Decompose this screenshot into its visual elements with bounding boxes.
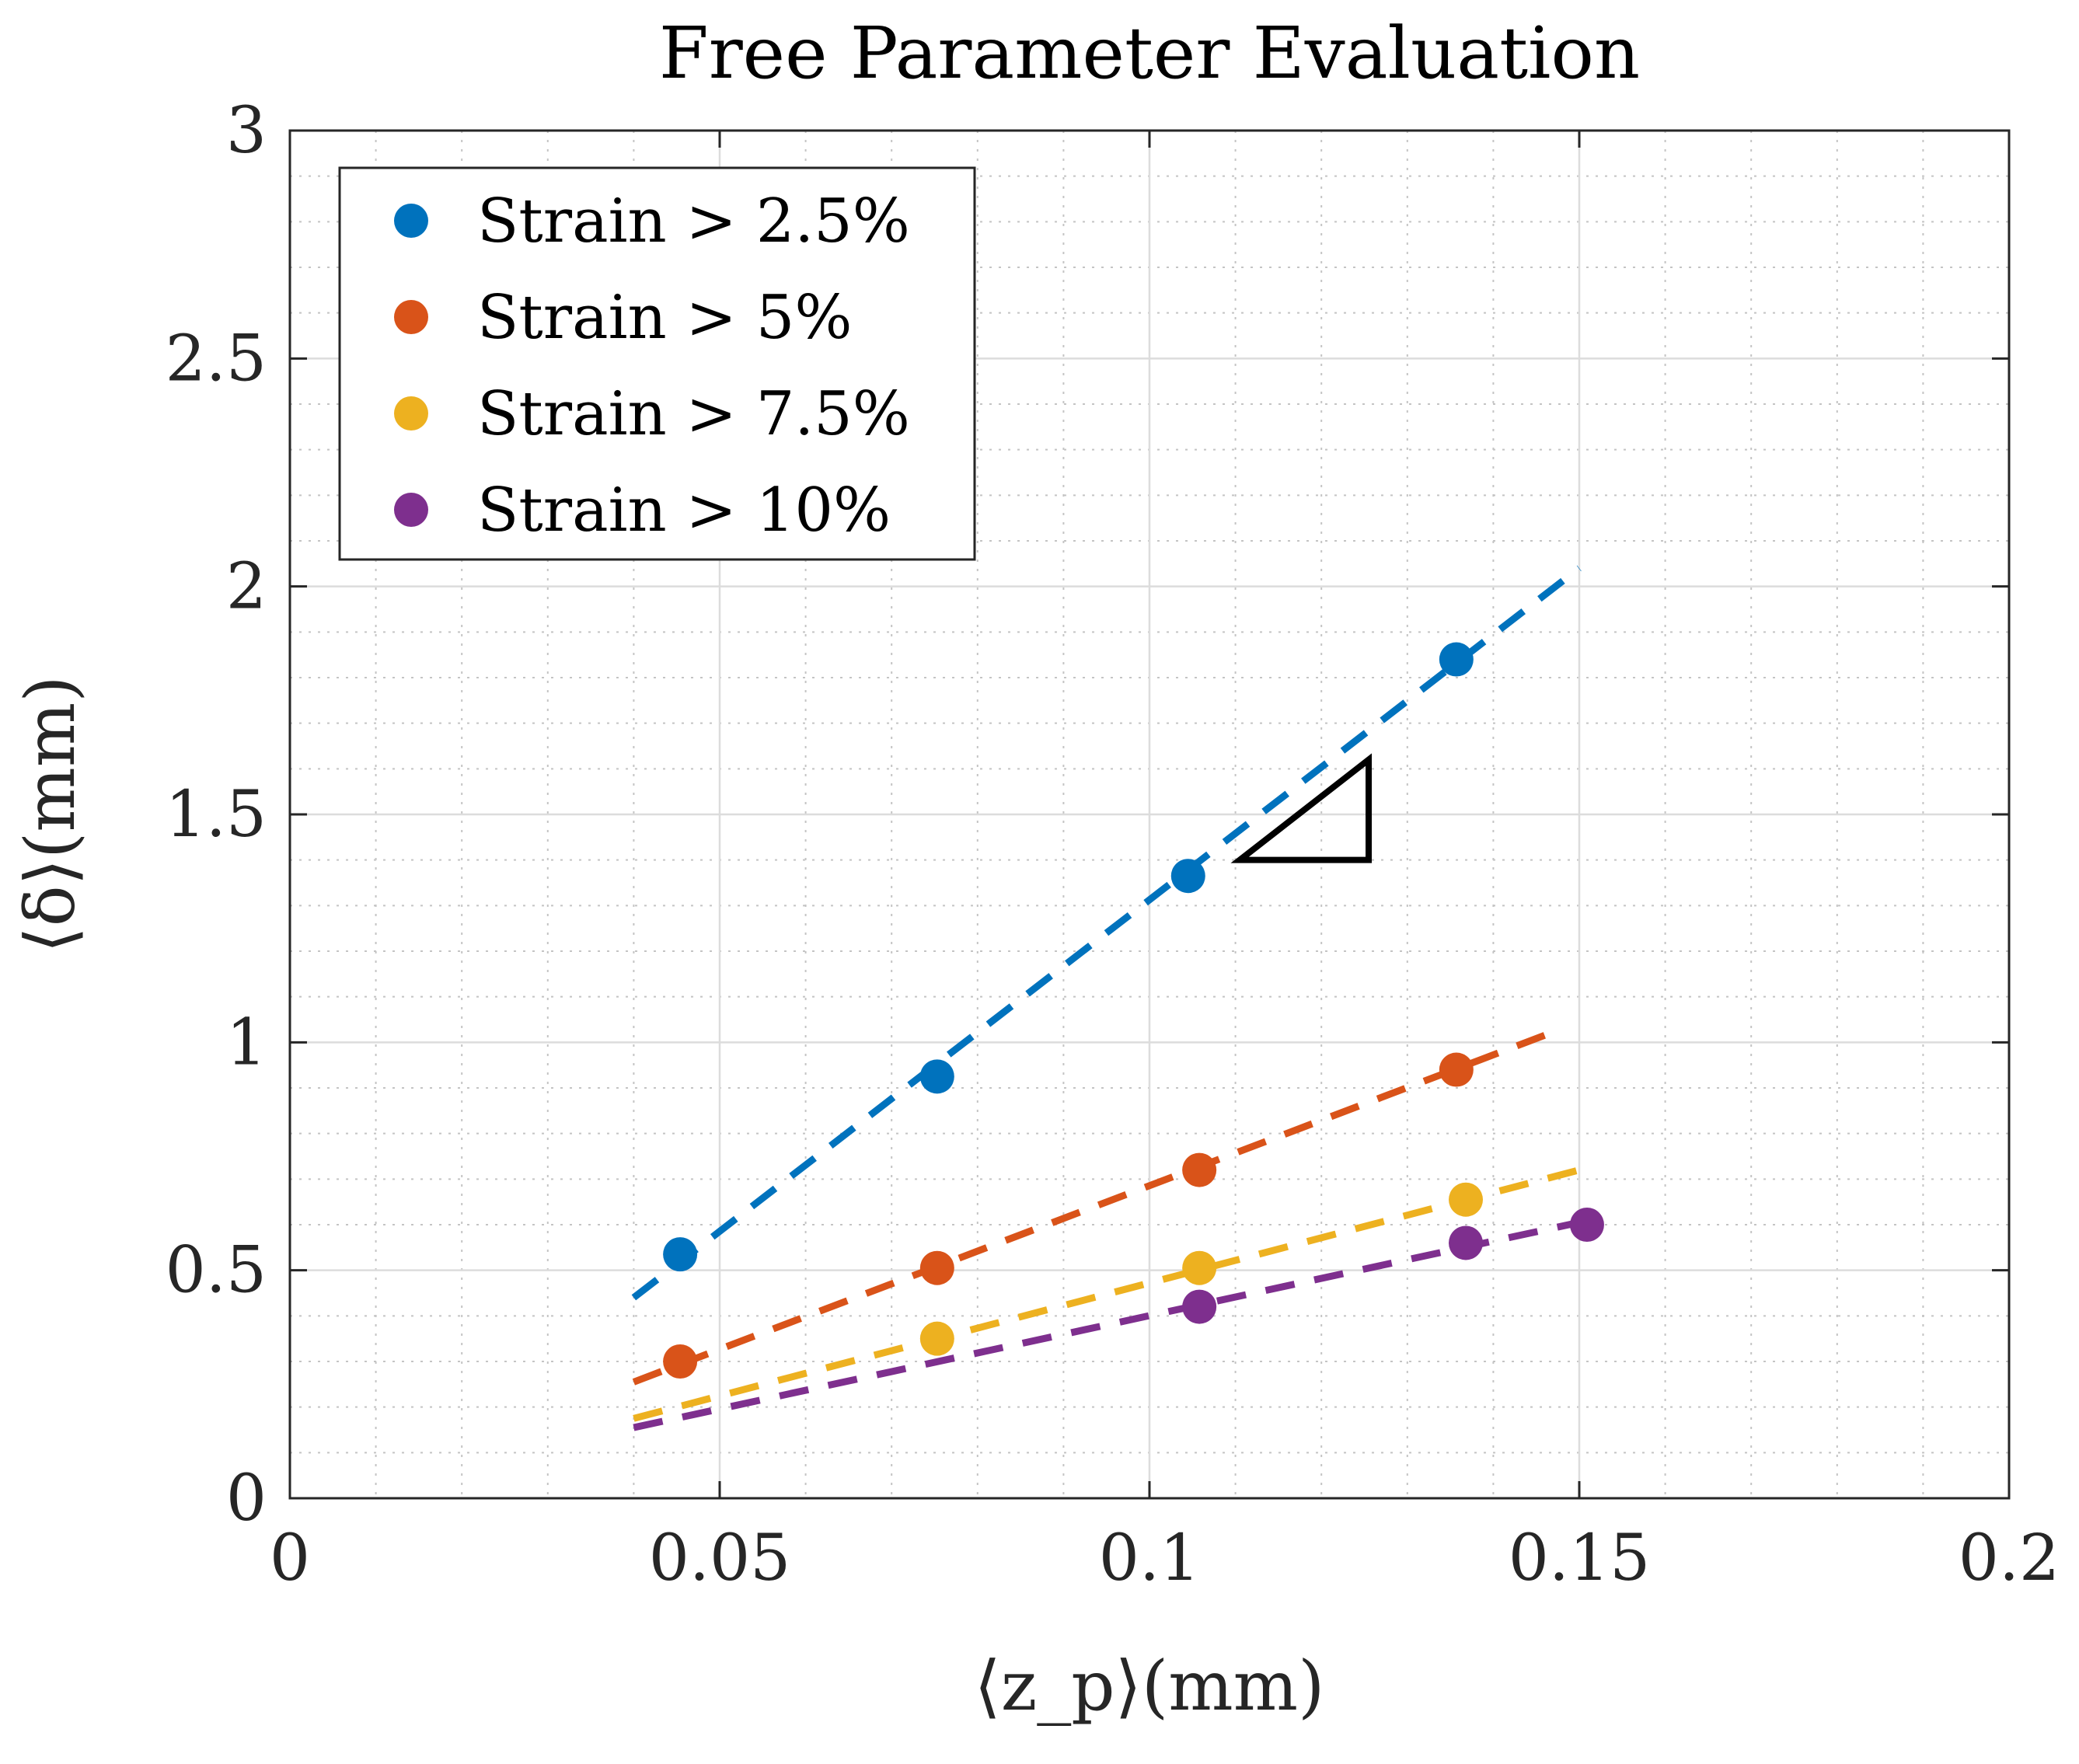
legend-marker	[394, 396, 428, 431]
data-point	[1439, 642, 1474, 677]
legend-marker	[394, 300, 428, 334]
fit-lines	[631, 565, 1582, 1431]
data-point	[919, 1321, 954, 1356]
legend-marker	[394, 204, 428, 238]
x-tick-label: 0.2	[1959, 1522, 2060, 1595]
fit-line	[633, 1218, 1580, 1431]
data-point	[919, 1059, 954, 1094]
y-tick-label: 0.5	[166, 1234, 267, 1308]
axis-ticks: 0 0.05 0.1 0.15 0.2 0 0.5 1 1.5 2 2.5 3	[166, 94, 2060, 1595]
legend-items: Strain > 2.5% Strain > 5% Strain > 7.5% Str…	[394, 187, 910, 546]
fit-line	[633, 1166, 1581, 1422]
data-point	[1182, 1289, 1217, 1324]
y-tick-label: 2.5	[166, 322, 267, 396]
x-tick-label: 0.15	[1509, 1522, 1651, 1595]
y-tick-label: 1	[226, 1006, 267, 1079]
data-point	[1449, 1225, 1484, 1260]
data-point	[1449, 1182, 1484, 1217]
y-axis-label: ⟨δ⟩(mm)	[10, 675, 90, 953]
data-point	[1182, 1250, 1217, 1285]
y-tick-label: 3	[226, 94, 267, 168]
data-point	[663, 1344, 698, 1379]
legend-label: Strain > 2.5%	[477, 187, 910, 256]
x-tick-label: 0.05	[649, 1522, 791, 1595]
legend-box	[338, 166, 976, 561]
data-point	[919, 1250, 954, 1285]
slope-annotation	[1230, 753, 1373, 863]
legend-marker	[394, 493, 428, 527]
legend-label: Strain > 5%	[477, 283, 852, 353]
data-point	[1439, 1052, 1474, 1087]
data-points	[663, 642, 1604, 1379]
chart-title: Free Parameter Evaluation	[659, 12, 1640, 95]
data-point	[1170, 859, 1205, 894]
x-tick-label: 0	[270, 1522, 310, 1595]
data-point	[1569, 1208, 1604, 1242]
x-axis-label: ⟨z_p⟩(mm)	[975, 1646, 1325, 1726]
y-tick-label: 0	[226, 1462, 267, 1536]
legend: Strain > 2.5% Strain > 5% Strain > 7.5% Str…	[338, 166, 976, 561]
x-tick-label: 0.1	[1099, 1522, 1200, 1595]
y-tick-label: 2	[226, 550, 267, 624]
legend-label: Strain > 7.5%	[477, 379, 910, 449]
data-point	[1182, 1152, 1217, 1187]
data-point	[663, 1237, 698, 1272]
fit-line	[631, 565, 1582, 1301]
fit-line	[632, 1025, 1564, 1386]
y-tick-label: 1.5	[166, 778, 267, 852]
slope-triangle	[1230, 753, 1373, 863]
legend-label: Strain > 10%	[477, 476, 891, 546]
